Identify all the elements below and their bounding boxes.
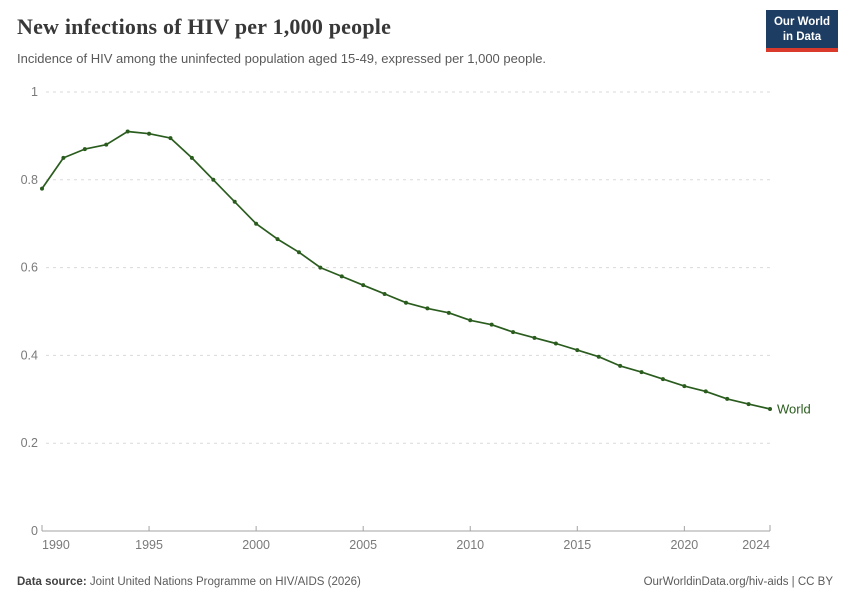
x-tick-label: 2000	[242, 538, 270, 552]
data-point	[254, 221, 259, 226]
data-point	[318, 265, 323, 270]
data-point	[511, 330, 516, 335]
data-point	[639, 370, 644, 375]
x-tick-label: 2005	[349, 538, 377, 552]
data-point	[596, 354, 601, 359]
owid-logo-line1: Our World	[773, 16, 830, 28]
y-tick-label: 0.8	[21, 173, 38, 187]
y-tick-label: 0.2	[21, 436, 38, 450]
data-point	[468, 318, 473, 323]
x-tick-label: 2020	[670, 538, 698, 552]
x-tick-label: 1995	[135, 538, 163, 552]
data-point	[40, 186, 44, 191]
data-point	[768, 406, 772, 411]
data-point	[660, 377, 665, 382]
data-point	[275, 237, 280, 242]
data-point	[425, 306, 430, 311]
data-point	[489, 322, 494, 327]
y-tick-label: 0	[31, 524, 38, 538]
data-point	[682, 384, 687, 389]
x-tick-label: 2015	[563, 538, 591, 552]
data-point	[189, 155, 194, 160]
data-point	[232, 199, 237, 204]
data-line	[41, 130, 771, 410]
chart-subtitle: Incidence of HIV among the uninfected po…	[17, 51, 547, 66]
data-point	[404, 300, 408, 305]
data-point	[446, 310, 451, 315]
data-point	[532, 335, 537, 340]
data-point	[746, 402, 751, 407]
y-tick-label: 0.6	[21, 261, 38, 275]
data-point	[361, 283, 366, 288]
series-end-label: World	[777, 401, 811, 416]
data-point	[339, 274, 344, 279]
data-source-label: Data source:	[17, 576, 87, 588]
data-point	[147, 131, 152, 136]
data-point	[125, 129, 130, 134]
y-tick-label: 1	[31, 85, 38, 99]
data-point	[553, 341, 558, 346]
data-point	[211, 177, 216, 182]
data-point	[61, 155, 66, 160]
data-point	[168, 136, 173, 141]
footer-link[interactable]: OurWorldinData.org/hiv-aids | CC BY	[643, 576, 833, 588]
chart-footer: Data source: Joint United Nations Progra…	[17, 576, 833, 588]
owid-logo-line2: in Data	[782, 30, 822, 43]
page-title: New infections of HIV per 1,000 people	[17, 14, 392, 39]
data-point	[703, 389, 708, 394]
data-point	[725, 396, 730, 401]
y-tick-label: 0.4	[21, 348, 38, 362]
data-point	[82, 147, 87, 152]
data-point	[618, 363, 623, 368]
x-tick-label: 2010	[456, 538, 484, 552]
x-tick-label: 1990	[42, 538, 70, 552]
data-source: Data source: Joint United Nations Progra…	[17, 576, 361, 588]
data-point	[382, 291, 387, 296]
data-point	[296, 250, 301, 255]
x-tick-label: 2024	[742, 538, 770, 552]
owid-logo: Our World in Data	[765, 10, 838, 53]
data-source-text: Joint United Nations Programme on HIV/AI…	[89, 576, 361, 588]
data-point	[575, 348, 580, 353]
data-point	[104, 142, 109, 147]
